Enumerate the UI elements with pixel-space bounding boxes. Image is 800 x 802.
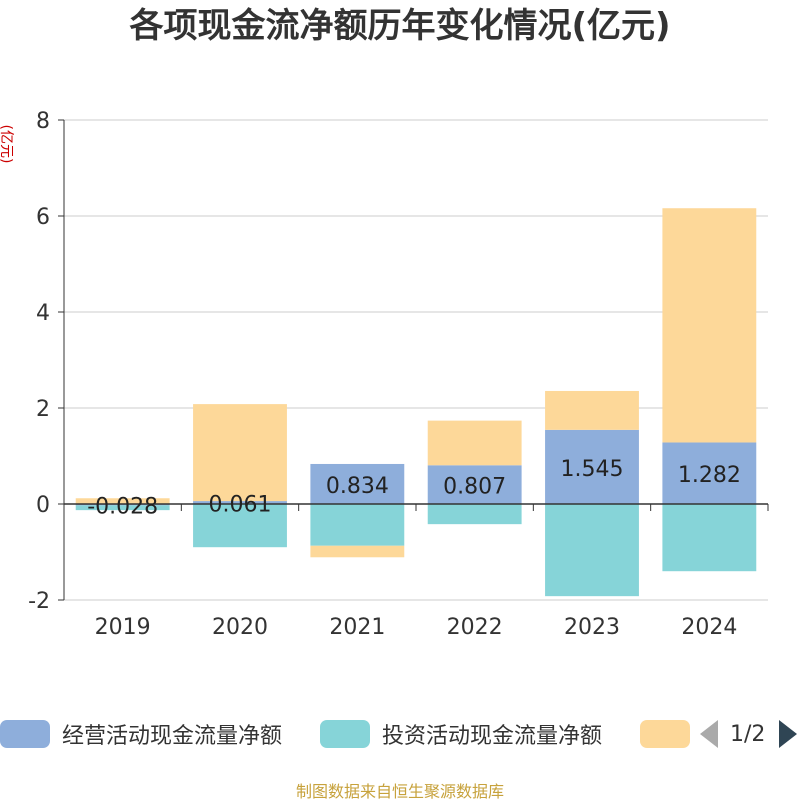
y-tick-label: 6 (36, 205, 50, 230)
bar-operating (545, 429, 639, 504)
bar-investing (427, 504, 522, 525)
data-label: 0.807 (443, 475, 506, 500)
legend-label-investing: 投资活动现金流量净额 (382, 724, 603, 749)
y-tick-label: 0 (36, 493, 50, 518)
bar-investing (310, 504, 405, 546)
data-label: 0.834 (326, 474, 389, 499)
legend-swatch-financing (640, 720, 690, 748)
source-note: 制图数据来自恒生聚源数据库 (295, 782, 504, 801)
legend: 经营活动现金流量净额 投资活动现金流量净额 1/2 (0, 716, 800, 752)
bar-investing (193, 504, 287, 548)
bar-financing (662, 208, 757, 443)
legend-swatch-investing (320, 720, 370, 748)
bar-financing (545, 390, 639, 430)
x-tick-label: 2023 (564, 615, 620, 640)
bar-financing (75, 498, 170, 504)
y-tick-label: 2 (36, 397, 50, 422)
legend-label-operating: 经营活动现金流量净额 (62, 724, 283, 749)
x-tick-label: 2022 (447, 615, 503, 640)
bar-financing (310, 545, 405, 558)
data-label: 1.545 (561, 457, 624, 482)
legend-item-operating[interactable]: 经营活动现金流量净额 (0, 716, 282, 752)
legend-page-indicator: 1/2 (730, 721, 766, 747)
bar-investing (545, 504, 639, 597)
y-tick-label: -2 (28, 589, 50, 614)
bar-financing (427, 420, 522, 466)
x-tick-label: 2021 (329, 615, 385, 640)
next-page-icon[interactable] (779, 720, 798, 748)
x-tick-label: 2024 (681, 615, 737, 640)
y-tick-label: 8 (36, 109, 50, 134)
bar-financing (193, 404, 287, 502)
bar-investing (662, 504, 757, 572)
data-label: -0.028 (87, 495, 158, 520)
x-tick-label: 2020 (212, 615, 268, 640)
legend-pager: 1/2 (700, 716, 798, 752)
chart-area: -2 0 2 4 6 8 (亿元) 2019 2020 2021 2022 2023 2024 -0.02… (0, 109, 769, 640)
y-tick-label: 4 (36, 301, 50, 326)
bar-operating (427, 465, 522, 504)
x-tick-label: 2019 (95, 615, 151, 640)
data-label: 1.282 (678, 463, 741, 488)
legend-item-investing[interactable]: 投资活动现金流量净额 (320, 716, 602, 752)
bar-operating (193, 501, 287, 504)
legend-item-financing[interactable] (640, 716, 690, 752)
legend-swatch-operating (0, 720, 50, 748)
prev-page-icon[interactable] (700, 720, 718, 748)
y-axis-label: (亿元) (0, 125, 14, 164)
bar-investing (75, 505, 170, 511)
chart-title: 各项现金流净额历年变化情况(亿元) (129, 6, 671, 46)
bar-operating (662, 442, 757, 504)
bar-operating (310, 463, 405, 504)
data-label: 0.061 (209, 493, 272, 518)
